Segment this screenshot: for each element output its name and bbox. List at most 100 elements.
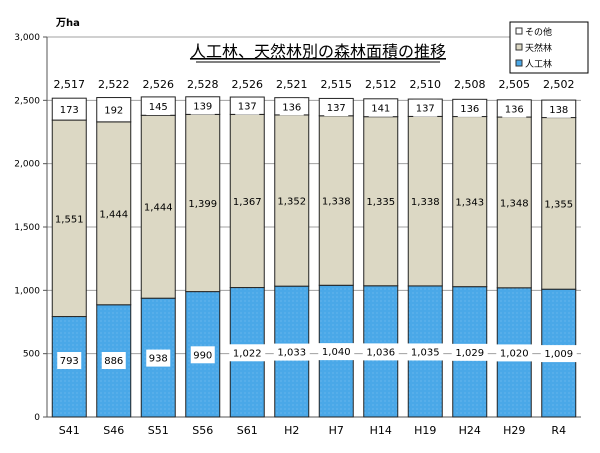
x-tick-label: S56 (192, 424, 213, 437)
data-label: 136 (282, 102, 301, 113)
y-tick-label: 2,000 (14, 160, 40, 170)
x-tick-label: H24 (459, 424, 481, 437)
data-label-bg (190, 97, 215, 115)
data-label: 1,444 (99, 209, 128, 220)
data-label-bg (273, 343, 310, 361)
x-tick-label: S46 (103, 424, 124, 437)
total-label: 2,505 (499, 78, 531, 91)
x-tick-label: H7 (329, 424, 344, 437)
total-label: 2,508 (454, 78, 486, 91)
data-label: 1,036 (366, 347, 395, 358)
data-label-bg (101, 352, 126, 369)
data-label: 1,335 (366, 197, 395, 208)
data-label-bg (57, 352, 82, 369)
data-label: 990 (193, 350, 212, 361)
data-label-bg (101, 101, 126, 119)
y-tick-label: 1,500 (14, 223, 40, 233)
legend-label: 人工林 (525, 58, 552, 70)
bar-segment-natural (541, 117, 577, 290)
data-label-bg (368, 99, 393, 117)
total-label: 2,510 (410, 78, 442, 91)
chart-title: 人工林、天然林別の森林面積の推移 (190, 42, 446, 61)
legend-box (509, 21, 589, 74)
data-label-bg (229, 344, 266, 362)
data-label-bg (502, 100, 527, 118)
data-label: 1,355 (544, 199, 573, 210)
data-label: 1,033 (277, 348, 306, 359)
data-label: 1,022 (233, 348, 262, 359)
data-label: 141 (371, 104, 390, 115)
y-tick-label: 2,500 (14, 96, 40, 106)
legend-swatch (515, 27, 523, 35)
data-label-bg (457, 99, 482, 117)
x-tick-label: S61 (237, 424, 258, 437)
bar-segment-natural (140, 114, 176, 299)
data-label: 138 (549, 105, 568, 116)
unit-label: 万ha (55, 17, 80, 29)
x-tick-label: H19 (414, 424, 436, 437)
data-label-bg (407, 343, 444, 361)
data-label: 1,343 (455, 198, 484, 209)
data-label: 1,009 (544, 349, 573, 360)
data-label: 1,020 (500, 348, 529, 359)
legend-label: その他 (525, 26, 552, 38)
data-label-bg (146, 98, 171, 116)
bar-segment-natural (452, 116, 488, 288)
data-label: 1,338 (322, 197, 351, 208)
x-tick-label: S41 (59, 424, 80, 437)
data-label-bg (362, 343, 399, 361)
x-tick-label: H14 (370, 424, 392, 437)
bar-segment-natural (51, 119, 87, 318)
data-label: 886 (104, 356, 123, 367)
total-label: 2,502 (543, 78, 575, 91)
data-label: 1,367 (233, 197, 262, 208)
data-label-bg (540, 345, 577, 363)
total-label: 2,517 (54, 78, 86, 91)
data-label: 173 (60, 105, 79, 116)
data-label-bg (318, 343, 355, 361)
total-label: 2,515 (321, 78, 353, 91)
data-label: 1,352 (277, 197, 306, 208)
data-label: 1,035 (411, 347, 440, 358)
data-label: 139 (193, 102, 212, 113)
data-label: 1,040 (322, 347, 351, 358)
data-label-bg (279, 98, 304, 116)
data-label: 136 (460, 104, 479, 115)
data-label: 136 (505, 104, 524, 115)
total-label: 2,526 (143, 78, 175, 91)
x-tick-label: H29 (503, 424, 525, 437)
data-label-bg (146, 349, 171, 367)
bar-segment-natural (496, 116, 532, 289)
data-label: 1,029 (455, 348, 484, 359)
legend-swatch (515, 59, 523, 67)
bar-segment-natural (407, 115, 443, 287)
bar-segment-natural (274, 114, 310, 287)
data-label-bg (546, 100, 571, 118)
total-label: 2,521 (276, 78, 308, 91)
total-label: 2,526 (232, 78, 264, 91)
data-label-bg (413, 99, 438, 117)
total-label: 2,522 (98, 78, 130, 91)
bar-segment-natural (363, 116, 399, 287)
data-label: 145 (149, 102, 168, 113)
data-label-bg (57, 101, 82, 119)
data-label: 137 (238, 102, 257, 113)
data-label-bg (451, 343, 488, 361)
bar-segment-natural (185, 113, 221, 293)
data-label: 1,551 (55, 214, 84, 225)
data-label: 137 (416, 104, 435, 115)
data-label: 938 (149, 354, 168, 365)
data-label: 793 (60, 356, 79, 367)
x-tick-label: S51 (148, 424, 169, 437)
data-label-bg (190, 346, 215, 364)
total-label: 2,512 (365, 78, 397, 91)
data-label-bg (324, 99, 349, 117)
legend-label: 天然林 (525, 42, 552, 54)
y-tick-label: 3,000 (14, 33, 40, 43)
x-tick-label: H2 (284, 424, 299, 437)
data-label: 1,348 (500, 198, 529, 209)
data-label: 1,444 (144, 203, 173, 214)
y-tick-label: 500 (23, 350, 40, 360)
